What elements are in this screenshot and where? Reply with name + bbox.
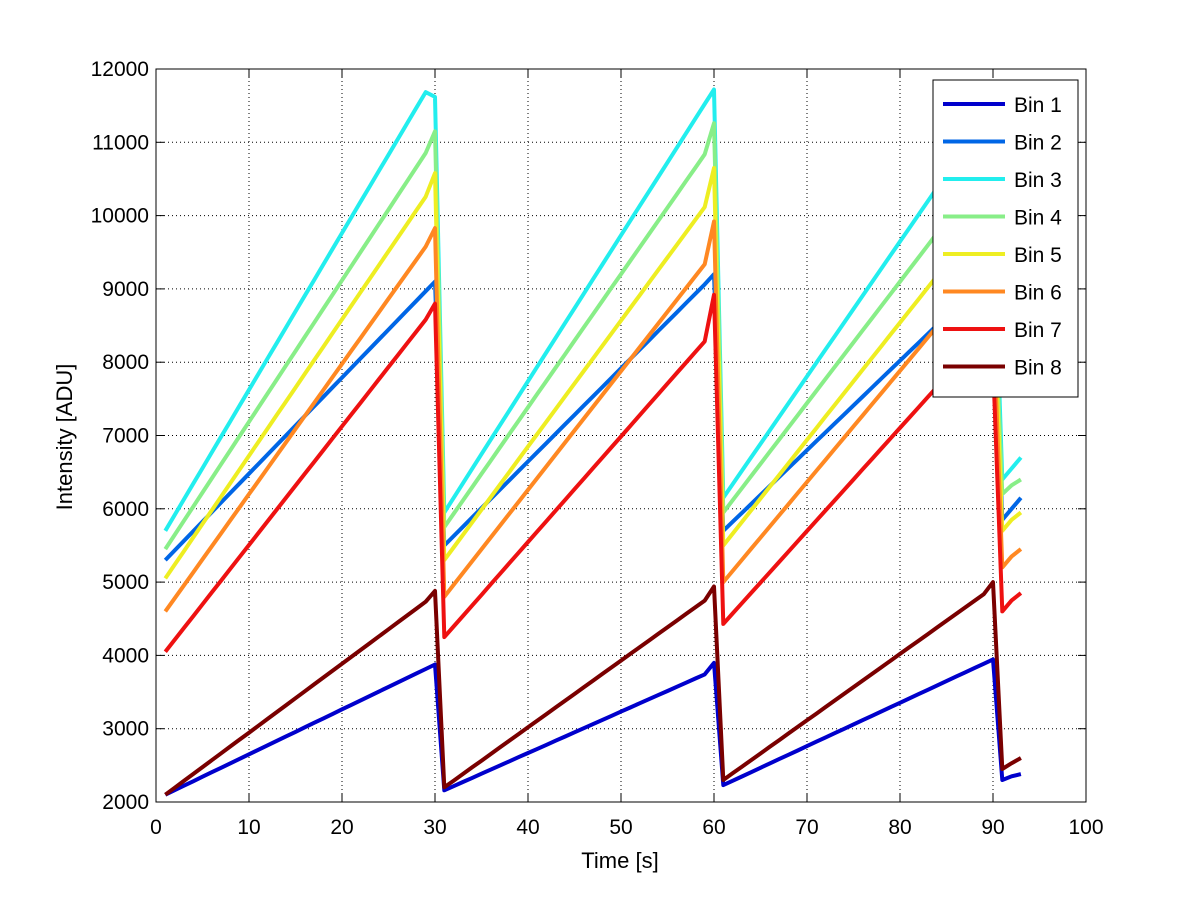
x-tick-label: 40 bbox=[516, 816, 539, 839]
x-tick-label: 30 bbox=[423, 816, 446, 839]
legend-label-6: Bin 6 bbox=[1014, 282, 1062, 305]
y-tick-label: 10000 bbox=[91, 205, 149, 228]
series-line-1 bbox=[164, 657, 1022, 797]
series-line-8 bbox=[164, 580, 1022, 797]
legend: Bin 1 Bin 2 Bin 3 Bin 4 Bin 5 Bin 6 Bin 7 Bin 8 bbox=[932, 79, 1079, 398]
y-tick-label: 2000 bbox=[102, 791, 149, 814]
y-tick-label: 8000 bbox=[102, 351, 149, 374]
y-tick-label: 12000 bbox=[91, 58, 149, 81]
x-tick-label: 80 bbox=[888, 816, 911, 839]
x-tick-label: 70 bbox=[795, 816, 818, 839]
series-lines bbox=[163, 87, 1023, 797]
legend-label-2: Bin 2 bbox=[1014, 132, 1062, 155]
x-tick-label: 50 bbox=[609, 816, 632, 839]
axes: 0 10 20 30 40 50 60 70 80 90 100 2000 3000 4000 5000 60… bbox=[91, 58, 1104, 839]
legend-box bbox=[932, 79, 1079, 398]
x-tick-label: 60 bbox=[702, 816, 725, 839]
series-line-5 bbox=[163, 166, 1023, 580]
y-tick-label: 7000 bbox=[102, 425, 149, 448]
y-axis-label: Intensity [ADU] bbox=[52, 364, 77, 511]
series-line-6 bbox=[163, 219, 1023, 613]
y-tick-label: 11000 bbox=[92, 131, 149, 154]
y-tick-label: 4000 bbox=[102, 644, 149, 667]
y-tick-label: 6000 bbox=[102, 498, 149, 521]
legend-label-5: Bin 5 bbox=[1014, 244, 1062, 267]
series-line-3 bbox=[163, 87, 1023, 532]
legend-label-7: Bin 7 bbox=[1014, 319, 1062, 342]
x-axis-label: Time [s] bbox=[581, 848, 658, 873]
x-tick-label: 100 bbox=[1068, 816, 1103, 839]
series-line-4 bbox=[163, 121, 1022, 551]
legend-label-4: Bin 4 bbox=[1014, 207, 1062, 230]
legend-label-3: Bin 3 bbox=[1014, 169, 1062, 192]
x-tick-label: 0 bbox=[150, 816, 162, 839]
y-tick-label: 3000 bbox=[102, 718, 149, 741]
legend-label-1: Bin 1 bbox=[1014, 94, 1062, 117]
x-tick-label: 90 bbox=[981, 816, 1004, 839]
y-tick-label: 9000 bbox=[102, 278, 149, 301]
series-line-7 bbox=[163, 292, 1023, 653]
legend-label-8: Bin 8 bbox=[1014, 357, 1062, 380]
x-tick-label: 20 bbox=[330, 816, 353, 839]
x-tick-label: 10 bbox=[237, 816, 260, 839]
y-tick-label: 5000 bbox=[102, 571, 149, 594]
